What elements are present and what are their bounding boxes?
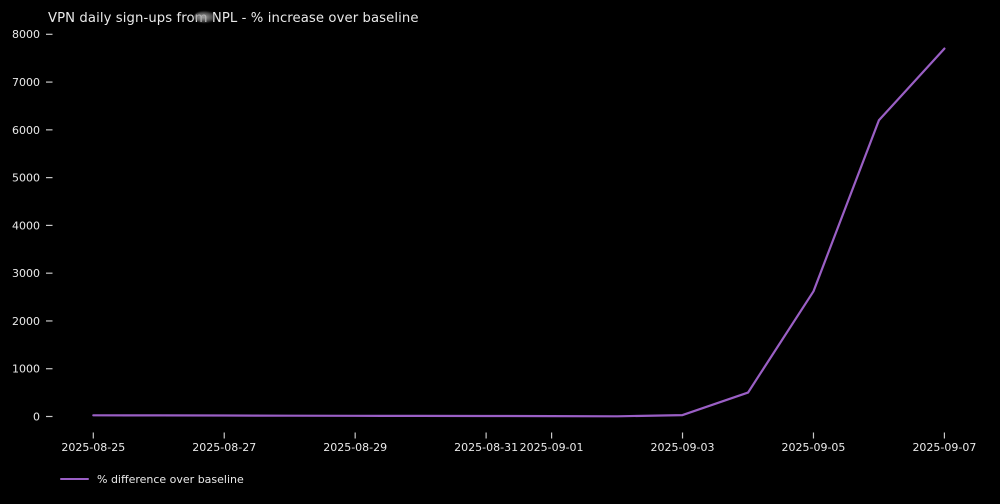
y-tick-label: 7000 bbox=[12, 76, 40, 89]
y-tick-label: 5000 bbox=[12, 172, 40, 185]
x-tick-label: 2025-09-07 bbox=[912, 441, 976, 454]
x-tick-label: 2025-08-31 bbox=[454, 441, 518, 454]
legend-label: % difference over baseline bbox=[97, 472, 244, 486]
x-tick-label: 2025-08-27 bbox=[192, 441, 256, 454]
x-tick-label: 2025-09-01 bbox=[520, 441, 584, 454]
y-tick-label: 8000 bbox=[12, 28, 40, 41]
x-tick-label: 2025-09-03 bbox=[651, 441, 715, 454]
y-tick-label: 6000 bbox=[12, 124, 40, 137]
legend-line-swatch bbox=[60, 477, 89, 481]
y-tick-label: 0 bbox=[33, 410, 40, 423]
y-tick-label: 4000 bbox=[12, 219, 40, 232]
y-tick-label: 2000 bbox=[12, 315, 40, 328]
chart-title: VPN daily sign-ups from NPL - % increase… bbox=[48, 11, 419, 26]
x-tick-label: 2025-08-25 bbox=[61, 441, 125, 454]
x-tick-label: 2025-08-29 bbox=[323, 441, 387, 454]
data-line-pct-difference bbox=[92, 47, 946, 418]
x-tick-label: 2025-09-05 bbox=[782, 441, 846, 454]
y-tick-label: 1000 bbox=[12, 363, 40, 376]
title-smudge-artifact bbox=[194, 11, 216, 23]
legend: % difference over baseline bbox=[60, 472, 244, 486]
y-tick-label: 3000 bbox=[12, 267, 40, 280]
